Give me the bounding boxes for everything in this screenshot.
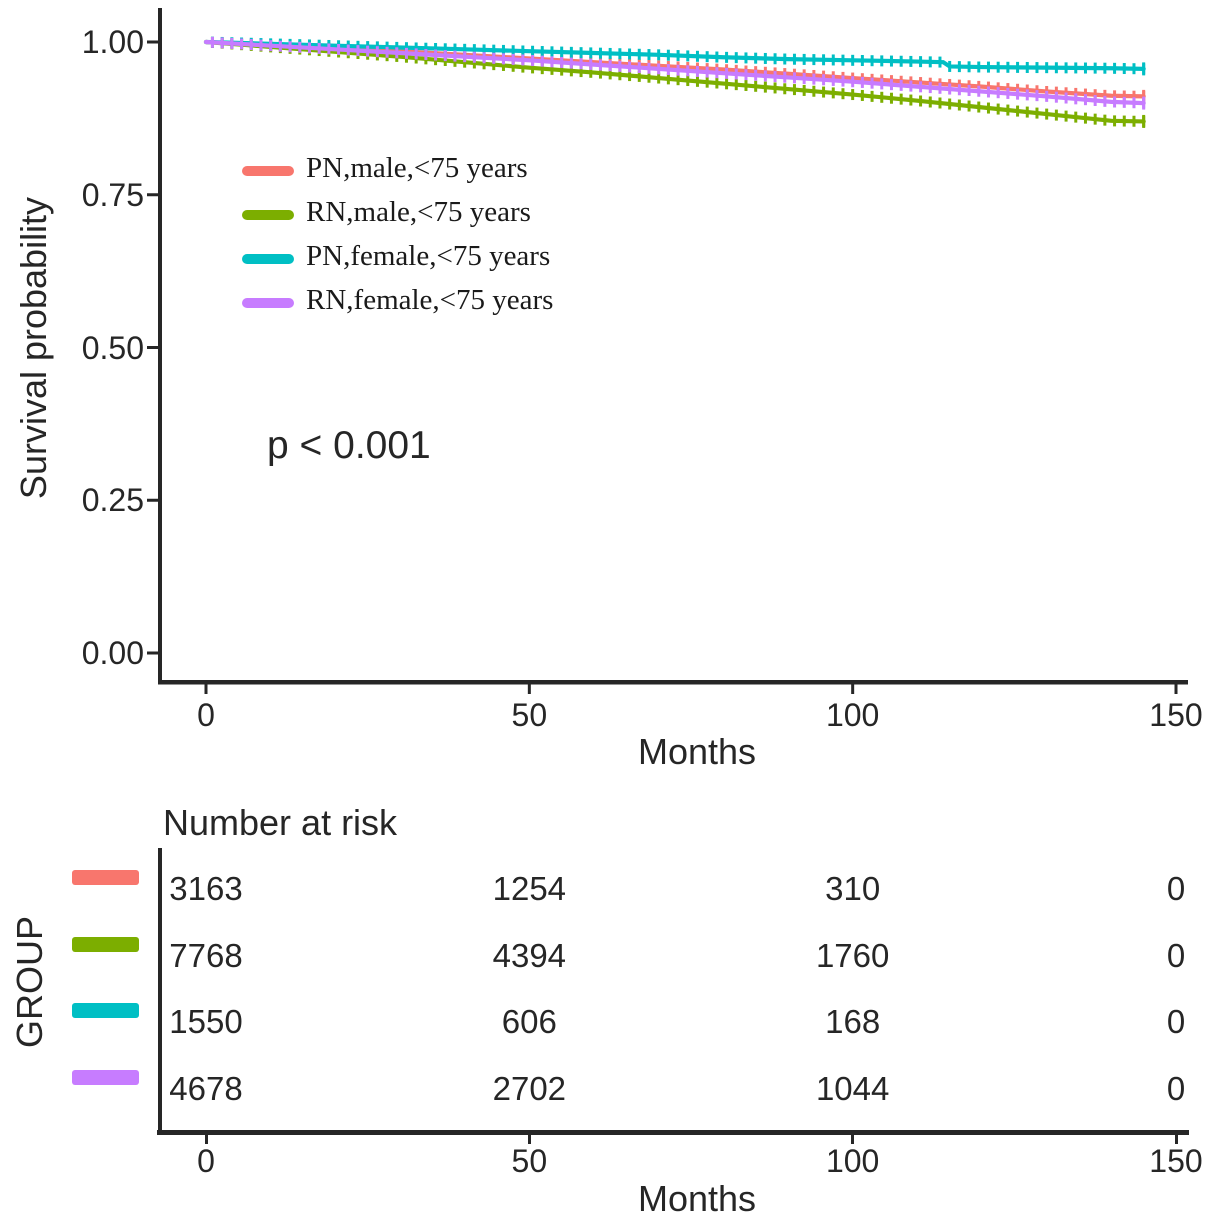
risk-count: 168 bbox=[825, 1003, 881, 1040]
x-tick-mark bbox=[851, 684, 855, 694]
p-value-annotation: p < 0.001 bbox=[267, 424, 431, 467]
x-tick-label: 150 bbox=[1149, 1143, 1203, 1179]
y-tick-mark bbox=[147, 40, 158, 44]
x-tick-label: 0 bbox=[197, 697, 215, 733]
legend-label: RN,male,<75 years bbox=[306, 196, 531, 228]
risk-row-swatch bbox=[72, 1003, 139, 1018]
risk-count: 1254 bbox=[492, 870, 567, 907]
x-tick-mark bbox=[527, 684, 531, 694]
risk-table-title: Number at risk bbox=[163, 802, 398, 843]
risk-table-y-axis-line bbox=[158, 848, 162, 1134]
risk-table-x-tick-mark bbox=[204, 1134, 208, 1144]
x-tick-mark bbox=[1174, 684, 1178, 694]
y-axis-title: Survival probability bbox=[13, 196, 54, 500]
risk-count: 0 bbox=[1166, 870, 1186, 907]
risk-table-x-tick-mark bbox=[851, 1134, 855, 1144]
legend-swatch bbox=[242, 166, 294, 176]
legend-label: RN,female,<75 years bbox=[306, 284, 554, 316]
legend-label: PN,female,<75 years bbox=[306, 240, 551, 272]
risk-count: 4678 bbox=[169, 1070, 243, 1107]
survival-line bbox=[203, 39, 1146, 71]
survival-curve-series-2 bbox=[203, 36, 1146, 76]
risk-table-x-axis-line bbox=[157, 1130, 1189, 1135]
x-tick-label: 100 bbox=[825, 1143, 880, 1179]
x-tick-label: 50 bbox=[511, 697, 548, 733]
x-tick-label: 150 bbox=[1149, 697, 1203, 733]
y-tick-label: 0.75 bbox=[81, 176, 144, 213]
survival-curve-series-3 bbox=[203, 36, 1146, 110]
risk-count: 0 bbox=[1166, 1003, 1186, 1040]
risk-count: 310 bbox=[825, 870, 881, 907]
risk-count: 7768 bbox=[169, 937, 243, 974]
risk-count: 0 bbox=[1166, 937, 1186, 974]
y-tick-mark bbox=[147, 651, 158, 655]
x-tick-mark bbox=[204, 684, 208, 694]
x-tick-label: 0 bbox=[197, 1143, 215, 1179]
risk-count: 0 bbox=[1166, 1070, 1186, 1107]
risk-table-group-axis-label: GROUP bbox=[9, 915, 50, 1049]
risk-count: 1044 bbox=[815, 1070, 890, 1107]
x-axis-title: Months bbox=[637, 731, 757, 772]
risk-count: 2702 bbox=[492, 1070, 567, 1107]
risk-table-x-axis-title: Months bbox=[637, 1178, 757, 1219]
y-tick-label: 0.00 bbox=[81, 635, 144, 671]
x-tick-label: 100 bbox=[825, 697, 880, 733]
risk-count: 4394 bbox=[492, 937, 567, 974]
risk-table-x-tick-mark bbox=[1174, 1134, 1178, 1144]
risk-row-swatch bbox=[72, 870, 139, 885]
y-tick-label: 0.25 bbox=[81, 482, 144, 519]
y-tick-label: 0.50 bbox=[81, 329, 144, 366]
survival-line bbox=[203, 39, 1146, 106]
risk-count: 606 bbox=[501, 1003, 557, 1040]
survival-curves bbox=[203, 36, 1146, 128]
y-tick-mark bbox=[147, 193, 158, 197]
legend-swatch bbox=[242, 254, 294, 264]
risk-count: 1550 bbox=[169, 1003, 243, 1040]
risk-table-x-tick-mark bbox=[527, 1134, 531, 1144]
legend-swatch bbox=[242, 210, 294, 220]
legend-label: PN,male,<75 years bbox=[306, 152, 528, 184]
risk-row-swatch bbox=[72, 1070, 139, 1085]
y-tick-mark bbox=[147, 498, 158, 502]
survival-plot-svg bbox=[147, 8, 1188, 694]
risk-count: 1760 bbox=[815, 937, 890, 974]
y-axis-line bbox=[158, 8, 162, 684]
legend-swatch bbox=[242, 298, 294, 308]
x-tick-label: 50 bbox=[511, 1143, 548, 1179]
y-tick-mark bbox=[147, 346, 158, 349]
x-axis-line bbox=[158, 680, 1188, 685]
risk-count: 3163 bbox=[169, 870, 243, 907]
risk-row-swatch bbox=[72, 937, 139, 952]
y-tick-label: 1.00 bbox=[81, 24, 144, 60]
